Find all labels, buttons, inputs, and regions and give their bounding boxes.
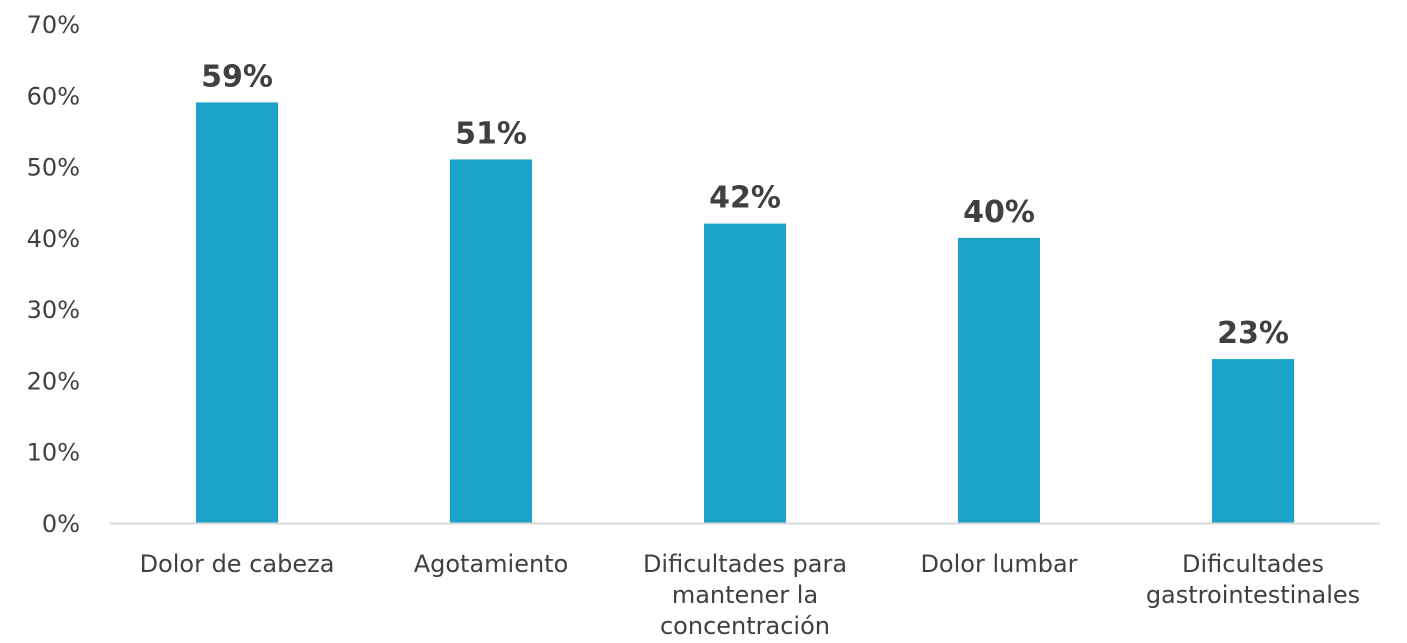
data-label: 42% — [709, 181, 781, 216]
category-label-line: Agotamiento — [414, 550, 569, 578]
data-labels-group: 59% 51% 42% 40% 23% — [201, 59, 1289, 351]
data-label: 59% — [201, 59, 273, 94]
y-tick-label: 0% — [42, 510, 80, 538]
category-label-line: gastrointestinales — [1146, 581, 1360, 609]
category-label-line: mantener la — [672, 581, 818, 609]
bar — [704, 223, 786, 523]
y-tick-label: 60% — [27, 82, 80, 110]
data-label: 40% — [963, 195, 1035, 230]
bar — [196, 102, 278, 524]
bar — [450, 159, 532, 523]
y-tick-label: 30% — [27, 296, 80, 324]
bars-group — [196, 102, 1294, 524]
bar — [1212, 359, 1294, 523]
y-tick-label: 20% — [27, 367, 80, 395]
category-label: Agotamiento — [414, 550, 569, 578]
category-label-line: Dolor lumbar — [920, 550, 1077, 578]
category-label-line: Dificultades para — [643, 550, 847, 578]
category-labels-group: Dolor de cabeza Agotamiento Dificultades p… — [140, 550, 1361, 640]
category-label: Dolor lumbar — [920, 550, 1077, 578]
y-tick-label: 10% — [27, 439, 80, 467]
y-tick-label: 70% — [27, 11, 80, 39]
category-label-line: Dolor de cabeza — [140, 550, 335, 578]
bar — [958, 237, 1040, 523]
y-tick-label: 50% — [27, 154, 80, 182]
category-label-line: Dificultades — [1182, 550, 1324, 578]
data-label: 23% — [1217, 316, 1289, 351]
category-label-line: concentración — [660, 612, 830, 640]
data-label: 51% — [455, 116, 527, 151]
y-axis-ticks: 0% 10% 20% 30% 40% 50% 60% 70% — [27, 11, 80, 538]
category-label: Dificultades gastrointestinales — [1146, 550, 1360, 609]
category-label: Dolor de cabeza — [140, 550, 335, 578]
y-tick-label: 40% — [27, 225, 80, 253]
category-label: Dificultades para mantener la concentració… — [643, 550, 847, 640]
